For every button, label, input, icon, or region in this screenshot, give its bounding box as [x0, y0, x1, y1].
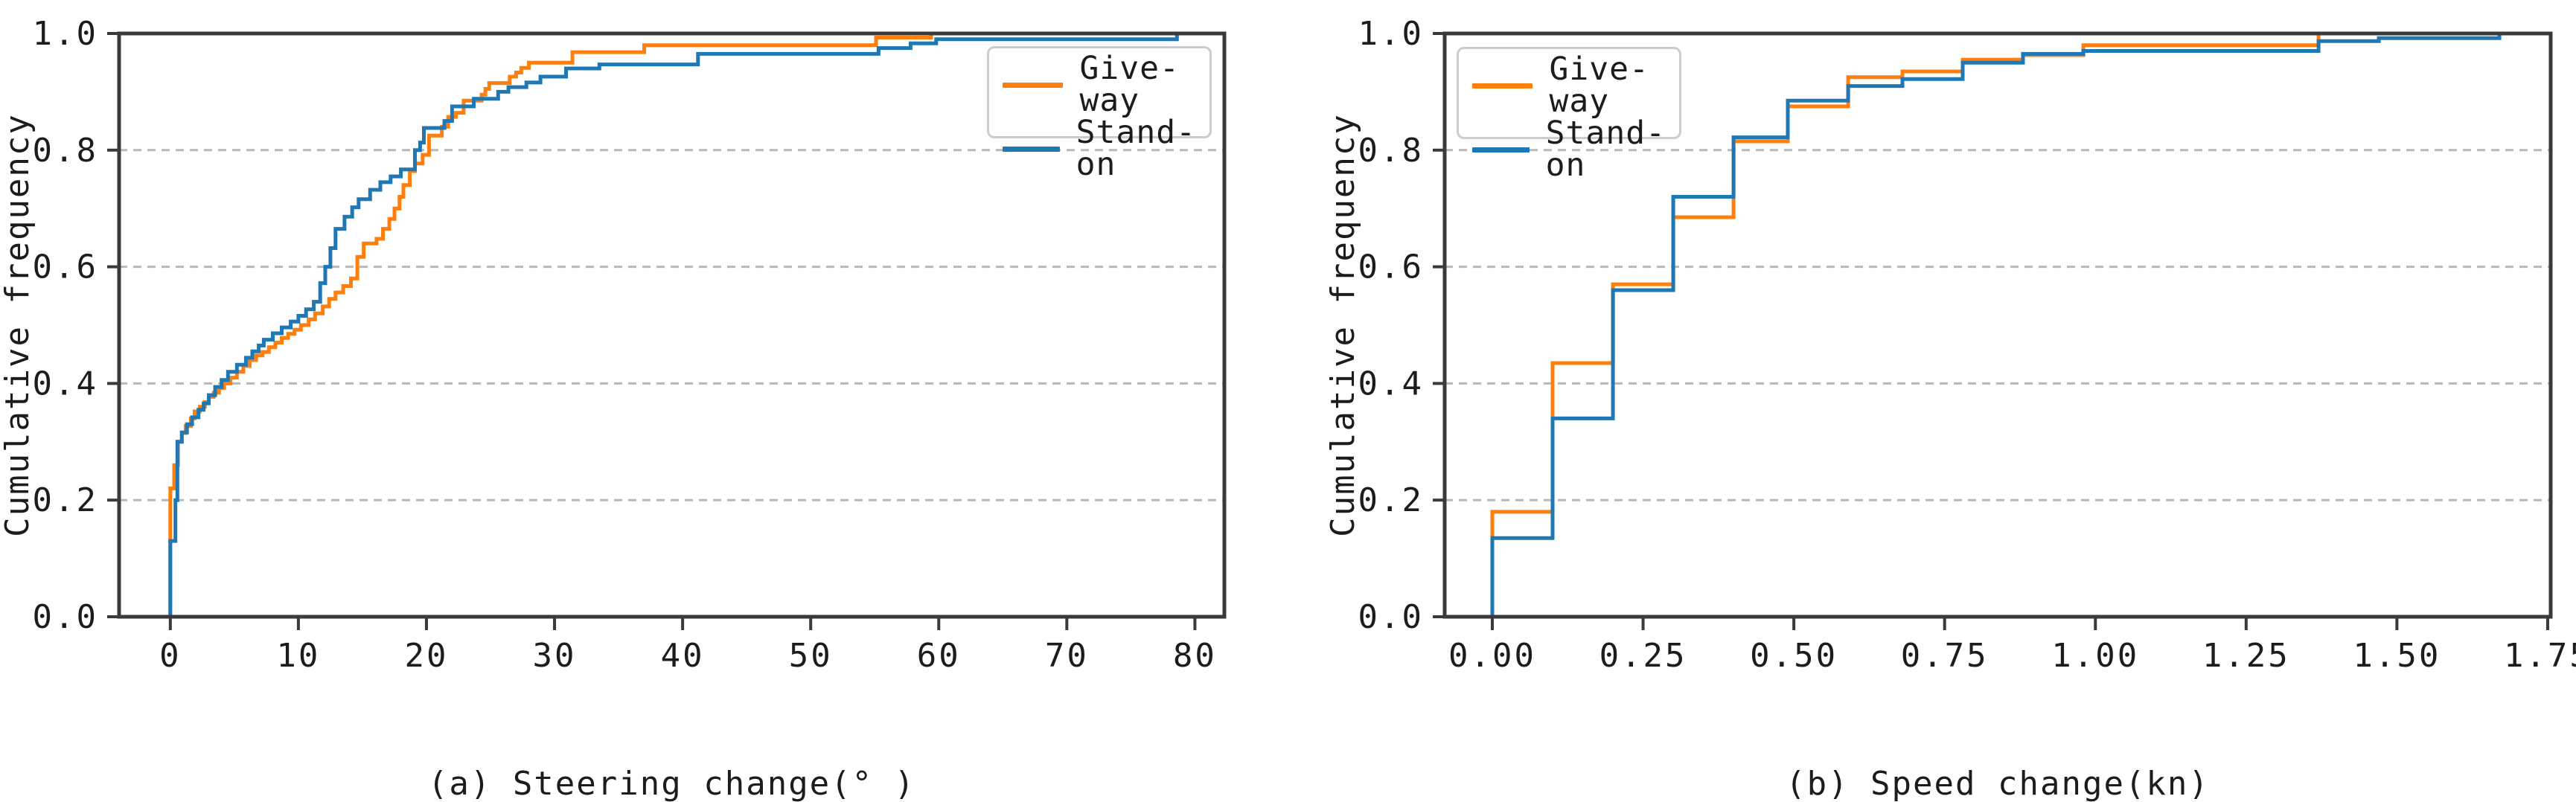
- caption-speed-change: (b) Speed change(kn): [1786, 765, 2210, 802]
- legend-label-stand-on: Stand-on: [1076, 114, 1196, 183]
- y-tick-label: 0.0: [1358, 598, 1424, 636]
- x-tick-label: 1.50: [2353, 637, 2441, 675]
- x-tick-label: 0.75: [1901, 637, 1989, 675]
- y-tick-label: 0.2: [33, 481, 98, 519]
- legend-item-give-way: Give-way: [1003, 53, 1196, 117]
- legend-speed-chart: Give-way Stand-on: [1457, 47, 1681, 182]
- x-tick-label: 40: [661, 637, 705, 675]
- legend-label-give-way: Give-way: [1549, 51, 1649, 120]
- y-tick-label: 0.2: [1358, 481, 1424, 519]
- x-tick-label: 30: [533, 637, 577, 675]
- plot-1: 0.00 0.25 0.50 0.75 1.00 1.25 1.50 1.75 0.0 0.2 0.…: [1324, 15, 2576, 675]
- x-tick-label: 70: [1045, 637, 1089, 675]
- axes-spines: [1442, 31, 2553, 619]
- y-tick-label: 1.0: [33, 15, 98, 53]
- caption-steering-change: (a) Steering change(° ): [427, 765, 916, 802]
- x-tick-label: 50: [789, 637, 833, 675]
- x-tick-label: 1.75: [2504, 637, 2576, 675]
- y-tick-label: 0.8: [33, 132, 98, 170]
- curves: [168, 31, 1179, 617]
- plot-0: 0 10 20 30 40 50 60 70 80 0.0 0.2 0.4 0.6 0.8 1.0 Cumul…: [0, 15, 1227, 675]
- y-tick-label: 0.4: [1358, 365, 1424, 402]
- x-tick-label: 1.25: [2202, 637, 2290, 675]
- stand-on-line-swatch: [1472, 147, 1530, 153]
- ecdf-curve-stand-on: [168, 33, 1179, 617]
- x-tick-label: 10: [276, 637, 320, 675]
- legend-label-stand-on: Stand-on: [1545, 115, 1666, 184]
- y-tick-label: 0.6: [33, 248, 98, 286]
- legend-label-give-way: Give-way: [1079, 50, 1180, 119]
- x-tick-label: 60: [917, 637, 961, 675]
- x-tick-label: 20: [404, 637, 448, 675]
- x-tick-label: 80: [1173, 637, 1217, 675]
- y-tick-label: 0.6: [1358, 248, 1424, 286]
- stand-on-line-swatch: [1003, 146, 1060, 152]
- y-tick-label: 0.8: [1358, 132, 1424, 170]
- y-axis-label: Cumulative frequency: [1324, 113, 1362, 537]
- give-way-line-swatch: [1003, 82, 1064, 88]
- legend-steering-chart: Give-way Stand-on: [987, 46, 1212, 181]
- curves: [1490, 31, 2530, 617]
- x-tick-label: 0.50: [1750, 637, 1838, 675]
- y-tick-label: 1.0: [1358, 15, 1424, 53]
- y-tick-label: 0.0: [33, 598, 98, 636]
- x-tick-label: 0: [159, 637, 182, 675]
- legend-item-give-way: Give-way: [1472, 54, 1666, 118]
- ecdf-curve-stand-on: [1490, 31, 2530, 617]
- give-way-line-swatch: [1472, 83, 1533, 89]
- legend-item-stand-on: Stand-on: [1003, 117, 1196, 181]
- x-tick-label: 1.00: [2051, 637, 2139, 675]
- x-tick-label: 0.00: [1448, 637, 1536, 675]
- y-axis-label: Cumulative frequency: [0, 113, 36, 537]
- x-tick-label: 0.25: [1599, 637, 1687, 675]
- legend-item-stand-on: Stand-on: [1472, 118, 1666, 182]
- axes-spines: [117, 31, 1227, 619]
- y-tick-label: 0.4: [33, 365, 98, 402]
